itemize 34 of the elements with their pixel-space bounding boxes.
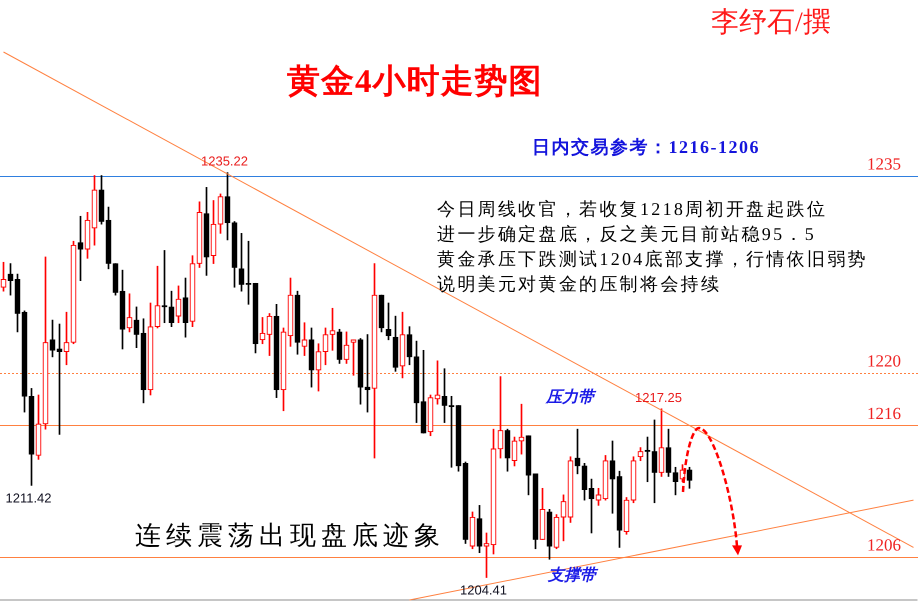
annotation: 1211.42 bbox=[5, 490, 52, 506]
candlestick bbox=[78, 216, 84, 281]
candlestick bbox=[588, 478, 594, 534]
annotation: 1204.41 bbox=[460, 582, 507, 598]
candlestick bbox=[330, 308, 336, 351]
annotation: 黄金承压下跌测试1204底部支撑，行情依旧弱势 bbox=[437, 249, 868, 270]
annotation: 1217.25 bbox=[635, 390, 682, 405]
annotation: 压力带 bbox=[546, 389, 594, 408]
chart-title: 黄金4小时走势图 bbox=[287, 64, 542, 102]
candlestick bbox=[8, 263, 14, 296]
ref-line-label: 1220 bbox=[867, 352, 901, 371]
ref-line-label: 1206 bbox=[867, 536, 901, 555]
annotation: 进一步确定盘底，反之美元目前站稳95．5 bbox=[437, 224, 816, 245]
ref-line-label: 1216 bbox=[867, 404, 901, 424]
candlestick bbox=[56, 324, 62, 435]
candlestick bbox=[484, 532, 490, 578]
candlestick bbox=[386, 302, 392, 340]
annotation: 1235.22 bbox=[201, 154, 248, 169]
annotation: 支撑带 bbox=[548, 567, 596, 586]
chart-subtitle: 日内交易参考：1216-1206 bbox=[532, 137, 760, 158]
candlestick bbox=[64, 312, 70, 366]
annotation: 连续震荡出现盘底迹象 bbox=[135, 521, 445, 551]
candlestick bbox=[246, 240, 252, 305]
candlestick bbox=[574, 428, 580, 474]
candlestick bbox=[350, 339, 356, 376]
ref-line-label: 1235 bbox=[867, 154, 901, 174]
candlestick bbox=[442, 368, 448, 423]
candlestick bbox=[518, 404, 524, 454]
candlestick bbox=[498, 376, 504, 458]
text: 李纾石/撰 bbox=[711, 7, 831, 40]
annotation: 今日周线收官，若收复1218周初开盘起跌位 bbox=[437, 199, 828, 220]
candlestick bbox=[302, 322, 308, 356]
candlestick bbox=[434, 360, 440, 405]
annotation: 说明美元对黄金的压制将会持续 bbox=[437, 274, 722, 295]
